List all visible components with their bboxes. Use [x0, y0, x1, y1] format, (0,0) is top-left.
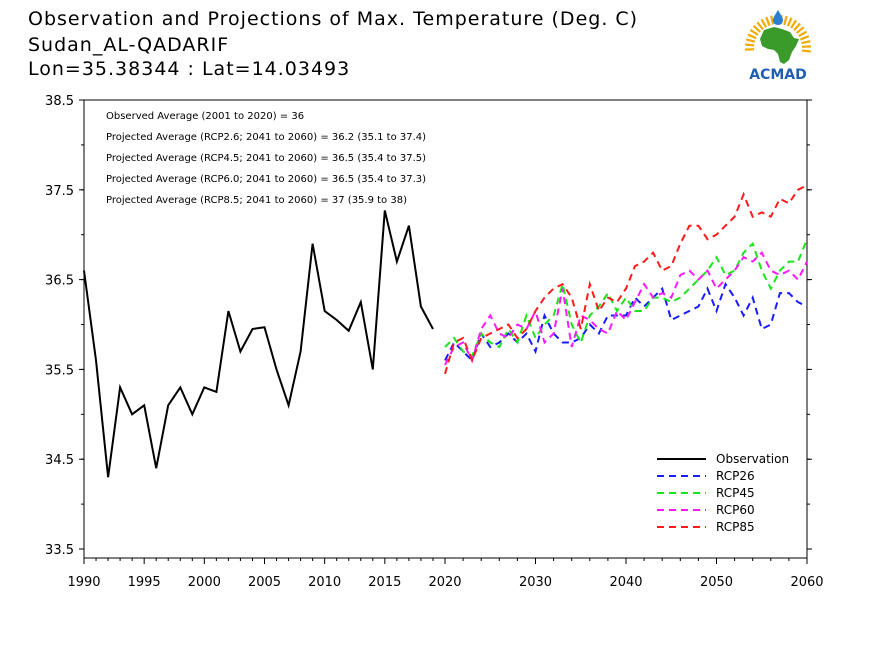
legend-label: RCP26	[716, 469, 755, 483]
sun-ray	[745, 38, 756, 43]
sun-ray	[770, 15, 775, 25]
sun-ray	[756, 21, 764, 31]
sun-ray	[800, 35, 810, 41]
africa-map-icon	[760, 27, 799, 64]
water-drop-icon	[773, 10, 783, 25]
sun-ray	[760, 18, 768, 28]
average-annotation: Projected Average (RCP8.5; 2041 to 2060)…	[106, 195, 407, 206]
y-axis: 33.5 34.5 35.5 36.5 37.5 38.5	[45, 94, 812, 558]
sun-ray	[798, 30, 808, 38]
average-annotation: Projected Average (RCP2.6; 2041 to 2060)…	[106, 132, 426, 143]
chart-title: Observation and Projections of Max. Temp…	[28, 8, 639, 30]
series-lines	[83, 184, 808, 478]
series-line-observation	[83, 210, 434, 478]
logo-text: ACMAD	[749, 67, 807, 83]
series-line-rcp45	[444, 238, 808, 358]
x-tick-label: 2000	[188, 575, 221, 590]
sun-ray	[795, 26, 805, 34]
sun-ray	[801, 49, 811, 53]
y-tick-label: 34.5	[45, 453, 74, 468]
location-name: Sudan_AL-QADARIF	[28, 34, 230, 56]
y-tick-label: 36.5	[45, 274, 74, 289]
x-axis: 1990 1995 2000 2005 2010 2015 2020 2030 2040 2050…	[67, 558, 824, 590]
average-annotation: Observed Average (2001 to 2020) = 36	[106, 111, 304, 122]
plot-frame	[83, 99, 808, 559]
legend: Observation RCP26 RCP45 RCP60 RCP85	[657, 452, 789, 534]
sun-ray	[790, 19, 797, 29]
sun-ray	[783, 15, 788, 26]
average-annotation: Projected Average (RCP6.0; 2041 to 2060)…	[106, 174, 426, 185]
x-tick-label: 2005	[248, 575, 281, 590]
sun-ray	[786, 17, 793, 27]
series-line-rcp60	[444, 251, 808, 366]
sun-ray	[801, 40, 811, 45]
x-tick-label: 1990	[67, 575, 100, 590]
legend-label: RCP60	[716, 503, 755, 517]
average-annotation: Projected Average (RCP4.5; 2041 to 2060)…	[106, 153, 426, 164]
y-tick-label: 37.5	[45, 184, 74, 199]
sun-ray	[752, 25, 761, 33]
x-tick-label: 1995	[128, 575, 161, 590]
series-line-rcp85	[444, 184, 808, 375]
x-tick-label: 2030	[519, 575, 552, 590]
y-tick-label: 35.5	[45, 363, 74, 378]
x-tick-label: 2040	[609, 575, 642, 590]
coordinates-label: Lon=35.38344 : Lat=14.03493	[28, 58, 351, 80]
series-line-rcp26	[444, 281, 808, 363]
y-tick-label: 38.5	[45, 94, 74, 109]
sun-ray	[765, 16, 771, 26]
acmad-logo: ACMAD	[744, 10, 812, 83]
sun-rays-icon	[744, 14, 812, 53]
legend-label: Observation	[716, 452, 789, 466]
legend-label: RCP45	[716, 486, 755, 500]
x-tick-label: 2015	[368, 575, 401, 590]
sun-ray	[749, 29, 759, 36]
average-annotations: Observed Average (2001 to 2020) = 36 Proj…	[106, 111, 426, 206]
sun-ray	[747, 33, 757, 40]
y-tick-label: 33.5	[45, 543, 74, 558]
x-tick-label: 2050	[700, 575, 733, 590]
sun-ray	[745, 43, 755, 47]
sun-ray	[793, 22, 801, 31]
legend-label: RCP85	[716, 520, 755, 534]
x-tick-label: 2060	[790, 575, 823, 590]
x-tick-label: 2020	[428, 575, 461, 590]
x-tick-label: 2010	[308, 575, 341, 590]
